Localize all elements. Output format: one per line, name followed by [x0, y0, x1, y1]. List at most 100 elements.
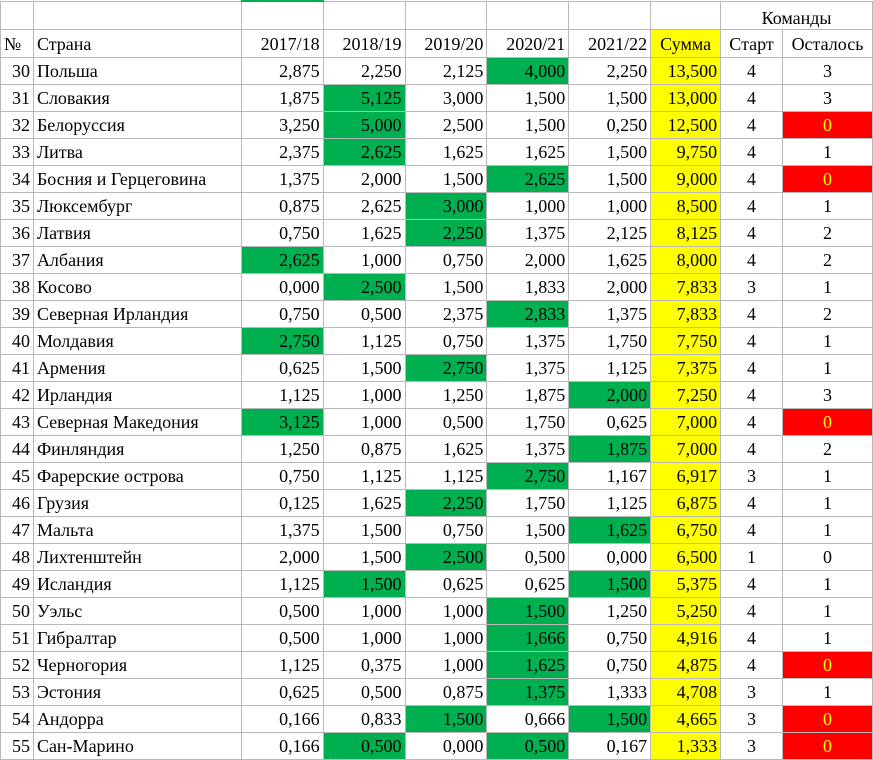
- sum-value[interactable]: 7,833: [650, 300, 722, 328]
- remaining-teams[interactable]: 0: [782, 111, 873, 139]
- season-coefficient[interactable]: 2,375: [240, 138, 324, 166]
- remaining-teams[interactable]: 1: [782, 462, 873, 490]
- season-coefficient[interactable]: 0,875: [240, 192, 324, 220]
- season-coefficient[interactable]: 1,500: [404, 273, 488, 301]
- season-coefficient[interactable]: 1,125: [240, 570, 324, 598]
- season-coefficient[interactable]: 2,625: [322, 138, 406, 166]
- season-coefficient[interactable]: 0,750: [240, 462, 324, 490]
- season-coefficient[interactable]: 1,500: [486, 84, 570, 112]
- season-coefficient[interactable]: 1,000: [568, 192, 652, 220]
- sum-value[interactable]: 1,333: [650, 732, 722, 760]
- remaining-teams[interactable]: 1: [782, 192, 873, 220]
- row-number[interactable]: 48: [0, 543, 34, 571]
- season-coefficient[interactable]: 1,000: [322, 597, 406, 625]
- country-name[interactable]: Ирландия: [32, 381, 242, 409]
- season-coefficient[interactable]: 0,500: [322, 300, 406, 328]
- season-coefficient[interactable]: 0,000: [404, 732, 488, 760]
- season-coefficient[interactable]: 1,375: [486, 219, 570, 247]
- season-coefficient[interactable]: 1,000: [404, 651, 488, 679]
- season-coefficient[interactable]: 1,125: [322, 462, 406, 490]
- row-number[interactable]: 46: [0, 489, 34, 517]
- season-coefficient[interactable]: 1,500: [322, 354, 406, 382]
- country-name[interactable]: Люксембург: [32, 192, 242, 220]
- season-coefficient[interactable]: 1,125: [568, 354, 652, 382]
- sum-value[interactable]: 7,833: [650, 273, 722, 301]
- row-number[interactable]: 55: [0, 732, 34, 760]
- season-coefficient[interactable]: 1,625: [322, 489, 406, 517]
- season-coefficient[interactable]: 1,500: [322, 543, 406, 571]
- season-coefficient[interactable]: 2,125: [568, 219, 652, 247]
- row-number[interactable]: 43: [0, 408, 34, 436]
- row-number[interactable]: 44: [0, 435, 34, 463]
- sum-value[interactable]: 7,000: [650, 408, 722, 436]
- season-coefficient[interactable]: 1,625: [404, 138, 488, 166]
- season-coefficient[interactable]: 1,625: [568, 516, 652, 544]
- season-coefficient[interactable]: 1,375: [568, 300, 652, 328]
- row-number[interactable]: 34: [0, 165, 34, 193]
- country-name[interactable]: Албания: [32, 246, 242, 274]
- season-coefficient[interactable]: 2,000: [486, 246, 570, 274]
- country-name[interactable]: Сан-Марино: [32, 732, 242, 760]
- sum-value[interactable]: 4,916: [650, 624, 722, 652]
- season-coefficient[interactable]: 1,250: [404, 381, 488, 409]
- country-name[interactable]: Финляндия: [32, 435, 242, 463]
- remaining-teams[interactable]: 3: [782, 381, 873, 409]
- season-coefficient[interactable]: 1,375: [240, 516, 324, 544]
- season-coefficient[interactable]: 0,750: [240, 219, 324, 247]
- country-name[interactable]: Босния и Герцеговина: [32, 165, 242, 193]
- sum-value[interactable]: 7,375: [650, 354, 722, 382]
- start-teams[interactable]: 4: [720, 354, 783, 382]
- season-coefficient[interactable]: 1,500: [568, 138, 652, 166]
- start-teams[interactable]: 4: [720, 408, 783, 436]
- season-coefficient[interactable]: 1,000: [486, 192, 570, 220]
- start-teams[interactable]: 4: [720, 138, 783, 166]
- remaining-teams[interactable]: 3: [782, 84, 873, 112]
- remaining-teams[interactable]: 1: [782, 354, 873, 382]
- season-coefficient[interactable]: 3,000: [404, 84, 488, 112]
- season-coefficient[interactable]: 0,875: [322, 435, 406, 463]
- season-coefficient[interactable]: 1,625: [322, 219, 406, 247]
- row-number[interactable]: 45: [0, 462, 34, 490]
- sum-value[interactable]: 4,875: [650, 651, 722, 679]
- country-name[interactable]: Фарерские острова: [32, 462, 242, 490]
- season-coefficient[interactable]: 1,833: [486, 273, 570, 301]
- start-teams[interactable]: 4: [720, 570, 783, 598]
- season-coefficient[interactable]: 1,500: [486, 516, 570, 544]
- country-name[interactable]: Латвия: [32, 219, 242, 247]
- season-coefficient[interactable]: 1,375: [486, 327, 570, 355]
- remaining-teams[interactable]: 1: [782, 678, 873, 706]
- season-coefficient[interactable]: 1,625: [486, 651, 570, 679]
- season-coefficient[interactable]: 0,375: [322, 651, 406, 679]
- row-number[interactable]: 35: [0, 192, 34, 220]
- season-coefficient[interactable]: 0,625: [240, 678, 324, 706]
- col-header-start[interactable]: Старт: [720, 29, 783, 58]
- season-coefficient[interactable]: 0,500: [322, 732, 406, 760]
- season-coefficient[interactable]: 1,500: [322, 570, 406, 598]
- country-name[interactable]: Белоруссия: [32, 111, 242, 139]
- season-coefficient[interactable]: 0,167: [568, 732, 652, 760]
- sum-value[interactable]: 4,708: [650, 678, 722, 706]
- season-coefficient[interactable]: 2,625: [240, 246, 324, 274]
- season-coefficient[interactable]: 1,125: [240, 651, 324, 679]
- start-teams[interactable]: 4: [720, 57, 783, 85]
- row-number[interactable]: 36: [0, 219, 34, 247]
- sum-value[interactable]: 6,750: [650, 516, 722, 544]
- season-coefficient[interactable]: 1,333: [568, 678, 652, 706]
- remaining-teams[interactable]: 1: [782, 516, 873, 544]
- season-coefficient[interactable]: 0,625: [486, 570, 570, 598]
- remaining-teams[interactable]: 2: [782, 246, 873, 274]
- season-coefficient[interactable]: 1,666: [486, 624, 570, 652]
- season-coefficient[interactable]: 1,625: [404, 435, 488, 463]
- sum-value[interactable]: 4,665: [650, 705, 722, 733]
- sum-value[interactable]: 6,875: [650, 489, 722, 517]
- country-name[interactable]: Молдавия: [32, 327, 242, 355]
- start-teams[interactable]: 4: [720, 165, 783, 193]
- season-coefficient[interactable]: 1,625: [486, 138, 570, 166]
- season-coefficient[interactable]: 1,000: [404, 624, 488, 652]
- sum-value[interactable]: 13,500: [650, 57, 722, 85]
- season-coefficient[interactable]: 1,375: [486, 435, 570, 463]
- season-coefficient[interactable]: 2,500: [322, 273, 406, 301]
- row-number[interactable]: 52: [0, 651, 34, 679]
- row-number[interactable]: 49: [0, 570, 34, 598]
- season-coefficient[interactable]: 2,625: [486, 165, 570, 193]
